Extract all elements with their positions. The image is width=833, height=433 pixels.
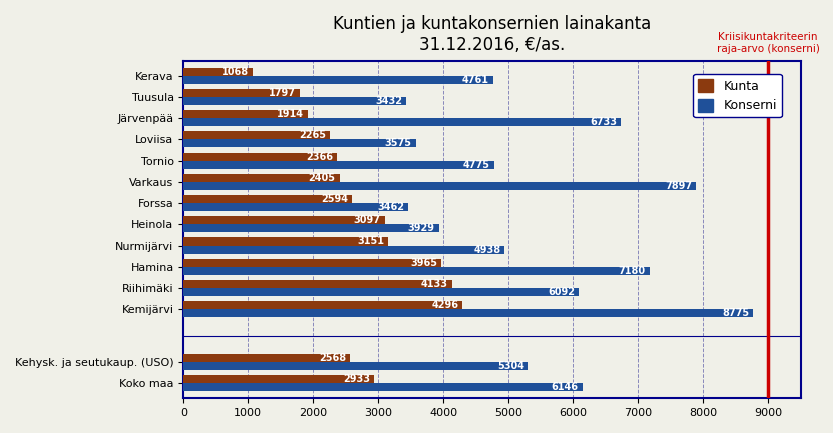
Text: Kriisikuntakriteerin
raja-arvo (konserni): Kriisikuntakriteerin raja-arvo (konserni… xyxy=(716,32,820,54)
Title: Kuntien ja kuntakonsernien lainakanta
31.12.2016, €/as.: Kuntien ja kuntakonsernien lainakanta 31… xyxy=(333,15,651,54)
Text: 4296: 4296 xyxy=(431,300,458,310)
Text: 3575: 3575 xyxy=(385,139,412,149)
Text: 8775: 8775 xyxy=(722,308,750,318)
Text: 2405: 2405 xyxy=(309,173,336,183)
Text: 4133: 4133 xyxy=(421,279,448,289)
Text: 2568: 2568 xyxy=(319,353,347,363)
Bar xyxy=(183,118,621,126)
Text: 1914: 1914 xyxy=(277,109,304,119)
Bar xyxy=(183,131,331,139)
Bar xyxy=(183,362,528,370)
Text: 4761: 4761 xyxy=(461,75,489,85)
Legend: Kunta, Konserni: Kunta, Konserni xyxy=(693,74,782,117)
Text: 3151: 3151 xyxy=(357,236,384,246)
Bar xyxy=(183,110,307,118)
Bar xyxy=(183,375,374,384)
Text: 2594: 2594 xyxy=(321,194,348,204)
Text: 6092: 6092 xyxy=(548,287,576,297)
Text: 3462: 3462 xyxy=(377,202,404,212)
Bar xyxy=(183,97,407,105)
Bar xyxy=(183,259,441,267)
Text: 3929: 3929 xyxy=(407,223,435,233)
Text: 2366: 2366 xyxy=(307,152,333,162)
Bar xyxy=(183,237,388,246)
Bar xyxy=(183,246,504,254)
Bar xyxy=(183,161,494,169)
Text: 4775: 4775 xyxy=(462,160,490,170)
Bar xyxy=(183,267,650,275)
Bar xyxy=(183,280,451,288)
Text: 7180: 7180 xyxy=(619,266,646,276)
Text: 2933: 2933 xyxy=(343,375,370,385)
Bar xyxy=(183,182,696,190)
Bar xyxy=(183,139,416,148)
Text: 3097: 3097 xyxy=(354,215,381,225)
Bar xyxy=(183,216,385,224)
Bar xyxy=(183,76,492,84)
Text: 3965: 3965 xyxy=(410,258,437,268)
Bar xyxy=(183,195,352,203)
Bar xyxy=(183,384,582,391)
Bar xyxy=(183,301,462,309)
Bar xyxy=(183,224,439,233)
Bar xyxy=(183,68,252,76)
Text: 7897: 7897 xyxy=(666,181,692,191)
Text: 6733: 6733 xyxy=(590,117,617,127)
Text: 1068: 1068 xyxy=(222,67,249,77)
Bar xyxy=(183,309,753,317)
Text: 5304: 5304 xyxy=(497,361,524,371)
Text: 2265: 2265 xyxy=(300,130,327,140)
Text: 1797: 1797 xyxy=(269,88,297,98)
Bar xyxy=(183,152,337,161)
Text: 6146: 6146 xyxy=(551,382,579,392)
Bar xyxy=(183,288,579,296)
Bar xyxy=(183,203,408,211)
Bar xyxy=(183,354,350,362)
Text: 3432: 3432 xyxy=(376,96,402,106)
Bar xyxy=(183,89,300,97)
Bar xyxy=(183,174,340,182)
Text: 4938: 4938 xyxy=(473,245,501,255)
